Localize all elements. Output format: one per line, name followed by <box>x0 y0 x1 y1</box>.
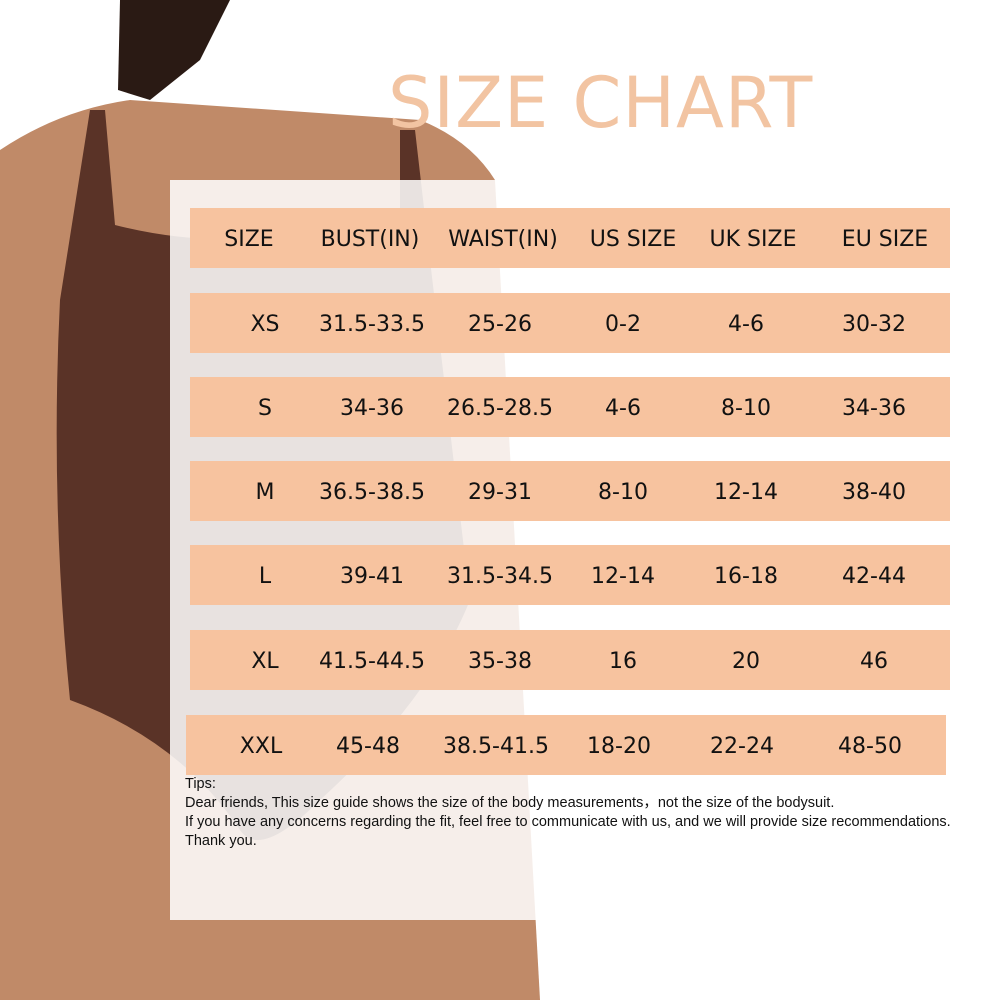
page-title: SIZE CHART <box>388 62 814 144</box>
tips: Tips: Dear friends, This size guide show… <box>185 775 965 851</box>
table-row: S 34-36 26.5-28.5 4-6 8-10 34-36 <box>190 377 950 437</box>
table-row: XL 41.5-44.5 35-38 16 20 46 <box>190 630 950 690</box>
table-cell: 35-38 <box>468 649 532 674</box>
table-cell: 34-36 <box>340 396 404 421</box>
table-header-row: SIZE BUST(IN) WAIST(IN) US SIZE UK SIZE … <box>190 208 950 268</box>
table-cell: 31.5-34.5 <box>447 564 553 589</box>
table-cell: 38-40 <box>842 480 906 505</box>
tips-label: Tips: <box>185 776 216 792</box>
table-cell: 45-48 <box>336 734 400 759</box>
header-eu-size: EU SIZE <box>841 227 929 252</box>
table-cell: 22-24 <box>710 734 774 759</box>
table-cell: L <box>258 564 272 589</box>
table-cell: 48-50 <box>838 734 902 759</box>
model-hair <box>118 0 230 100</box>
header-uk-size: UK SIZE <box>709 227 797 252</box>
table-cell: XS <box>250 312 280 337</box>
table-cell: 30-32 <box>842 312 906 337</box>
table-cell: 36.5-38.5 <box>319 480 425 505</box>
tips-line-1: Dear friends, This size guide shows the … <box>185 795 835 811</box>
table-cell: M <box>255 480 275 505</box>
header-waist: WAIST(IN) <box>448 227 558 252</box>
header-us-size: US SIZE <box>589 227 677 252</box>
table-cell: XL <box>251 649 279 674</box>
table-row: XS 31.5-33.5 25-26 0-2 4-6 30-32 <box>190 293 950 353</box>
table-cell: 0-2 <box>605 312 641 337</box>
header-size: SIZE <box>224 227 274 252</box>
table-row: XXL 45-48 38.5-41.5 18-20 22-24 48-50 <box>186 715 946 775</box>
table-row: L 39-41 31.5-34.5 12-14 16-18 42-44 <box>190 545 950 605</box>
table-cell: 25-26 <box>468 312 532 337</box>
table-cell: 26.5-28.5 <box>447 396 553 421</box>
table-cell: 29-31 <box>468 480 532 505</box>
table-cell: 34-36 <box>842 396 906 421</box>
table-cell: S <box>258 396 272 421</box>
table-cell: 16 <box>609 649 637 674</box>
table-cell: 18-20 <box>587 734 651 759</box>
table-cell: 4-6 <box>728 312 764 337</box>
table-cell: 46 <box>860 649 888 674</box>
table-cell: 31.5-33.5 <box>319 312 425 337</box>
table-cell: 42-44 <box>842 564 906 589</box>
table-cell: 41.5-44.5 <box>319 649 425 674</box>
table-cell: XXL <box>239 734 283 759</box>
table-cell: 12-14 <box>714 480 778 505</box>
table-cell: 38.5-41.5 <box>443 734 549 759</box>
header-bust: BUST(IN) <box>320 227 420 252</box>
table-cell: 8-10 <box>598 480 648 505</box>
table-cell: 12-14 <box>591 564 655 589</box>
table-cell: 4-6 <box>605 396 641 421</box>
table-cell: 8-10 <box>721 396 771 421</box>
table-cell: 20 <box>732 649 760 674</box>
table-cell: 39-41 <box>340 564 404 589</box>
table-row: M 36.5-38.5 29-31 8-10 12-14 38-40 <box>190 461 950 521</box>
table-cell: 16-18 <box>714 564 778 589</box>
tips-line-2: If you have any concerns regarding the f… <box>185 814 951 849</box>
